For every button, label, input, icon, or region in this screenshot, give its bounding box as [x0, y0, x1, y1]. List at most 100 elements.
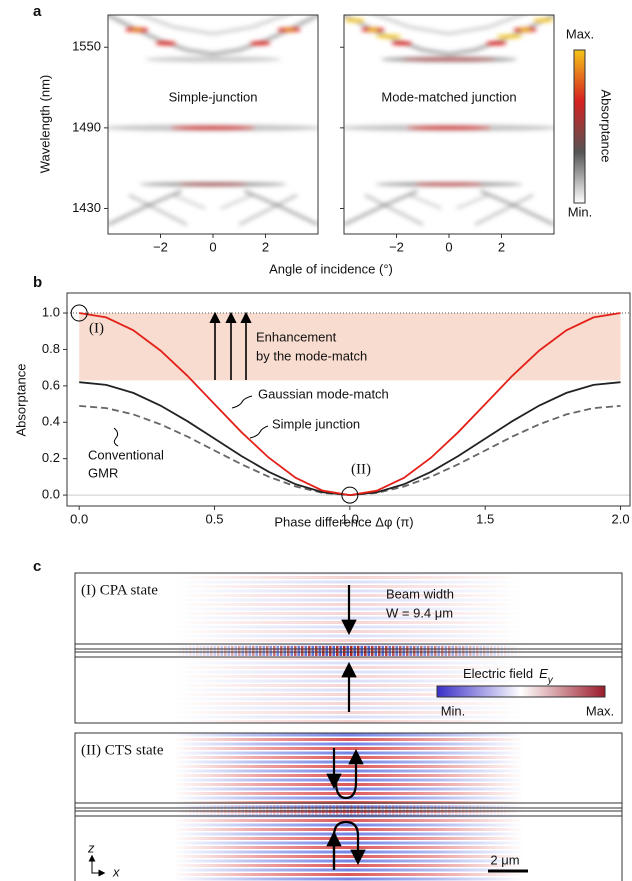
feature [238, 193, 298, 226]
y-tick-label: 0.8 [42, 341, 60, 356]
x-tick-label: −2 [153, 239, 168, 254]
scalebar-label: 2 μm [490, 852, 519, 867]
panel-letter: c [33, 558, 41, 575]
feature [212, 15, 318, 56]
colorbar-title: Absorptance [599, 90, 614, 163]
x-axis-label: Angle of incidence (°) [269, 261, 393, 276]
feature [474, 193, 534, 226]
feature [144, 56, 282, 63]
feature [249, 41, 271, 46]
feature [519, 28, 531, 32]
feature [131, 28, 143, 32]
feature [344, 15, 450, 56]
y-axis-label: Absorptance [13, 364, 28, 437]
feature [155, 41, 177, 46]
feature [178, 183, 248, 186]
feature [485, 41, 507, 46]
colorbar-title: Electric field Ey [463, 666, 554, 685]
y-tick-label: 0.2 [42, 450, 60, 465]
arrow [334, 748, 364, 800]
feature [220, 194, 253, 210]
annotation: Enhancement [256, 329, 337, 344]
colorbar-max: Max. [586, 703, 614, 718]
state-marker [70, 304, 88, 322]
axis-name: z [87, 840, 95, 855]
feature [171, 126, 255, 130]
heatmap-features [344, 15, 554, 226]
feature [375, 34, 402, 39]
heatmap-image [344, 15, 554, 234]
legend-label: Gaussian mode-match [258, 386, 389, 401]
arrow [332, 820, 366, 870]
feature [407, 126, 491, 130]
x-tick-label: 0 [209, 239, 216, 254]
x-tick-label: 2 [498, 239, 505, 254]
y-tick-label: 0.4 [42, 414, 60, 429]
y-tick-label: 0.6 [42, 377, 60, 392]
panel-frame [74, 732, 623, 881]
feature [448, 15, 525, 36]
feature [364, 193, 424, 226]
panel-frame [74, 572, 623, 724]
feature [373, 15, 450, 36]
feature [283, 28, 295, 32]
leader [231, 395, 253, 409]
legend-label: GMR [88, 465, 118, 480]
colorbar-title-part: E [539, 666, 548, 681]
x-tick-label: 0.5 [205, 511, 223, 526]
panel-title: (II) CTS state [81, 742, 164, 758]
annotation: by the mode-match [256, 348, 367, 363]
panel-letter: b [33, 274, 42, 291]
annotation: Beam width [386, 586, 454, 601]
panel-letter: a [33, 3, 42, 20]
colorbar [436, 685, 606, 698]
y-tick-label: 1490 [72, 119, 101, 134]
feature [212, 15, 289, 36]
panel-title: Mode-matched junction [381, 89, 516, 104]
axis-name: x [112, 864, 120, 879]
legend-label: Simple junction [272, 416, 360, 431]
series-line [79, 312, 621, 497]
colorbar-max: Max. [566, 26, 594, 41]
y-axis-label: Wavelength (nm) [37, 75, 52, 174]
y-tick-label: 1.0 [42, 304, 60, 319]
feature [128, 193, 188, 226]
feature [173, 194, 206, 210]
feature [367, 28, 379, 32]
leader [249, 425, 269, 439]
x-tick-label: −2 [389, 239, 404, 254]
feature [533, 18, 554, 23]
x-tick-label: 0 [445, 239, 452, 254]
panel-title: Simple-junction [169, 89, 258, 104]
state-marker [341, 486, 359, 504]
feature [414, 183, 484, 186]
colorbar [573, 49, 586, 204]
feature [344, 18, 365, 23]
x-tick-label: 1.0 [341, 511, 359, 526]
feature [391, 41, 413, 46]
x-tick-label: 0.0 [70, 511, 88, 526]
x-tick-label: 2.0 [611, 511, 629, 526]
feature [401, 57, 497, 61]
feature [448, 15, 554, 56]
y-tick-label: 1550 [72, 39, 101, 54]
heatmap-image [108, 15, 318, 234]
feature [409, 194, 442, 210]
colorbar-min: Min. [568, 204, 593, 219]
y-tick-label: 0.0 [42, 487, 60, 502]
enhancement-band [79, 313, 621, 381]
colorbar-title-part: y [547, 675, 554, 686]
feature [108, 15, 214, 56]
waveguide-field [75, 646, 622, 656]
colorbar-min: Min. [441, 703, 466, 718]
waveguide-field [75, 805, 622, 815]
x-axis-label: Phase difference Δφ (π) [274, 514, 413, 529]
colorbar-title-part: Electric field [463, 666, 533, 681]
x-tick-label: 2 [262, 239, 269, 254]
panel-title: (I) CPA state [81, 582, 158, 598]
feature [137, 15, 214, 36]
feature [456, 194, 489, 210]
y-tick-label: 1430 [72, 200, 101, 215]
plot-frame [66, 292, 631, 507]
